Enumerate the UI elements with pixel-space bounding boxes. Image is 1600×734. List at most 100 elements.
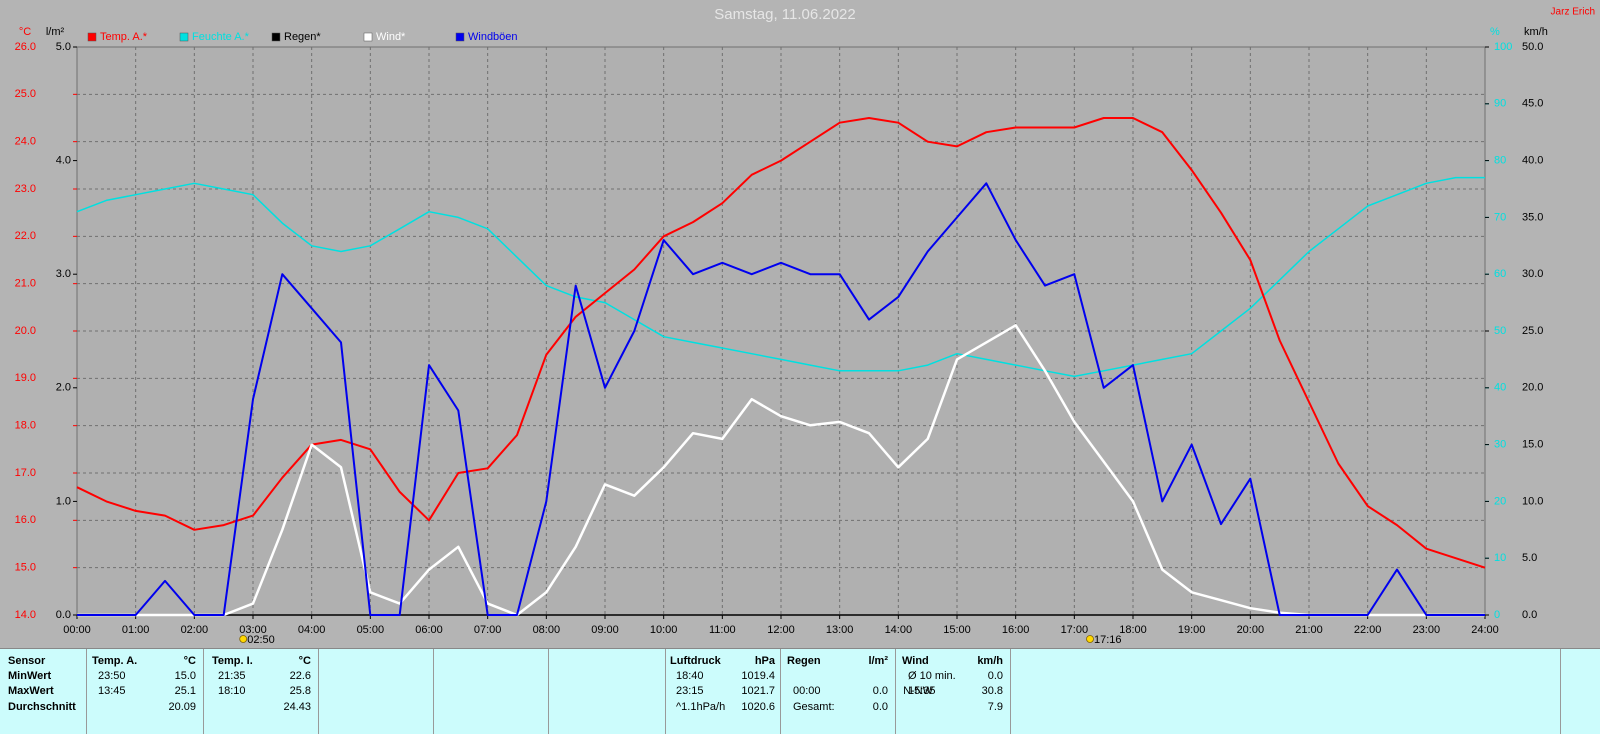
table-cell: 23:50 (98, 670, 126, 682)
summary-table: Sensor MinWert MaxWert Durchschnitt Temp. A.… (0, 648, 1600, 734)
y-tick-label: 21.0 (15, 278, 36, 290)
sun-icon (1086, 635, 1094, 643)
y-tick-label: 70 (1494, 211, 1506, 223)
y-tick-label: 20.0 (15, 325, 36, 337)
x-tick-label: 10:00 (650, 624, 678, 636)
y-tick-label: 5.0 (56, 41, 71, 53)
legend-label: Windböen (468, 31, 518, 43)
y-tick-label: 0 (1494, 609, 1500, 621)
y-tick-label: 30.0 (1522, 268, 1543, 280)
table-cell: 24.43 (283, 701, 311, 713)
table-cell: 25.1 (174, 685, 196, 697)
y-tick-label: 24.0 (15, 136, 36, 148)
series-line (77, 324, 1485, 617)
y-tick-label: 25.0 (1522, 325, 1543, 337)
y-tick-label: 25.0 (15, 88, 36, 100)
x-tick-label: 14:00 (885, 624, 913, 636)
x-tick-label: 21:00 (1295, 624, 1323, 636)
x-tick-label: 22:00 (1354, 624, 1382, 636)
y-tick-label: 14.0 (15, 609, 36, 621)
x-tick-label: 16:00 (1002, 624, 1030, 636)
table-cell: MinWert (8, 670, 52, 682)
table-cell: hPa (754, 655, 775, 667)
y-tick-label: 26.0 (15, 41, 36, 53)
annotation: 02:50 (247, 634, 275, 646)
sun-icon (239, 635, 248, 643)
table-cell: 22.6 (289, 670, 311, 682)
table-cell: N-NW (903, 685, 933, 697)
separator (318, 649, 319, 734)
y-tick-label: 35.0 (1522, 211, 1543, 223)
x-tick-label: 08:00 (533, 624, 561, 636)
x-tick-label: 23:00 (1413, 624, 1441, 636)
table-cell: 21:35 (218, 670, 246, 682)
y-tick-label: 17.0 (15, 467, 36, 479)
table-cell: 20.09 (168, 701, 196, 713)
y-tick-label: 22.0 (15, 230, 36, 242)
table-cell: Wind (902, 655, 929, 667)
x-tick-label: 00:00 (63, 624, 91, 636)
y-tick-label: 60 (1494, 268, 1506, 280)
separator (1560, 649, 1561, 734)
table-cell: Sensor (8, 655, 46, 667)
table-cell: Regen (787, 655, 821, 667)
y-tick-label: 15.0 (15, 562, 36, 574)
x-tick-label: 17:00 (1061, 624, 1089, 636)
table-cell: 1020.6 (741, 701, 775, 713)
separator (548, 649, 549, 734)
y-tick-label: 20.0 (1522, 382, 1543, 394)
table-cell: Temp. A. (92, 655, 138, 667)
separator (1010, 649, 1011, 734)
table-cell: Temp. I. (212, 655, 253, 667)
table-cell: 15:35 (908, 685, 936, 697)
y-tick-label: 4.0 (56, 155, 71, 167)
axis-unit: km/h (1524, 26, 1548, 38)
x-tick-label: 11:00 (709, 624, 736, 636)
y-tick-label: 40 (1494, 382, 1506, 394)
y-tick-label: 16.0 (15, 514, 36, 526)
table-cell: 18:10 (218, 685, 246, 697)
y-tick-label: 20 (1494, 495, 1506, 507)
table-cell: km/h (977, 655, 1003, 667)
y-tick-label: 19.0 (15, 372, 36, 384)
x-tick-label: 05:00 (357, 624, 385, 636)
x-tick-label: 12:00 (767, 624, 795, 636)
series-line (77, 182, 1485, 616)
legend-swatch (455, 32, 465, 42)
legend-label: Feuchte A.* (192, 31, 250, 43)
y-tick-label: 90 (1494, 98, 1506, 110)
table-cell: 1021.7 (741, 685, 775, 697)
table-cell: 23:15 (676, 685, 704, 697)
x-tick-label: 19:00 (1178, 624, 1206, 636)
table-cell: Luftdruck (670, 655, 721, 667)
y-tick-label: 23.0 (15, 183, 36, 195)
y-tick-label: 10.0 (1522, 495, 1543, 507)
legend-swatch (87, 32, 97, 42)
x-tick-label: 03:00 (239, 624, 267, 636)
y-tick-label: 1.0 (56, 495, 71, 507)
legend-swatch (179, 32, 189, 42)
axis-unit: °C (19, 26, 31, 38)
separator (86, 649, 87, 734)
x-tick-label: 07:00 (474, 624, 502, 636)
x-tick-label: 20:00 (1237, 624, 1265, 636)
table-cell: 0.0 (872, 685, 888, 697)
y-tick-label: 18.0 (15, 420, 36, 432)
table-cell: °C (183, 655, 196, 667)
chart-title: Samstag, 11.06.2022 (714, 6, 856, 23)
y-tick-label: 2.0 (56, 382, 71, 394)
legend-label: Regen* (284, 31, 321, 43)
table-cell: 00:00 (793, 685, 821, 697)
legend-swatch (271, 32, 281, 42)
separator (665, 649, 666, 734)
table-cell: 0.0 (987, 670, 1003, 682)
table-cell: 30.8 (981, 685, 1003, 697)
separator (203, 649, 204, 734)
chart: Samstag, 11.06.2022 Jarz Erich 00:00 01:0… (15, 6, 1595, 646)
table-cell: 25.8 (289, 685, 311, 697)
axis-unit: % (1490, 26, 1500, 38)
y-tick-label: 80 (1494, 155, 1506, 167)
table-cell: Durchschnitt (8, 701, 76, 713)
x-tick-label: 02:00 (181, 624, 209, 636)
y-tick-label: 50 (1494, 325, 1506, 337)
